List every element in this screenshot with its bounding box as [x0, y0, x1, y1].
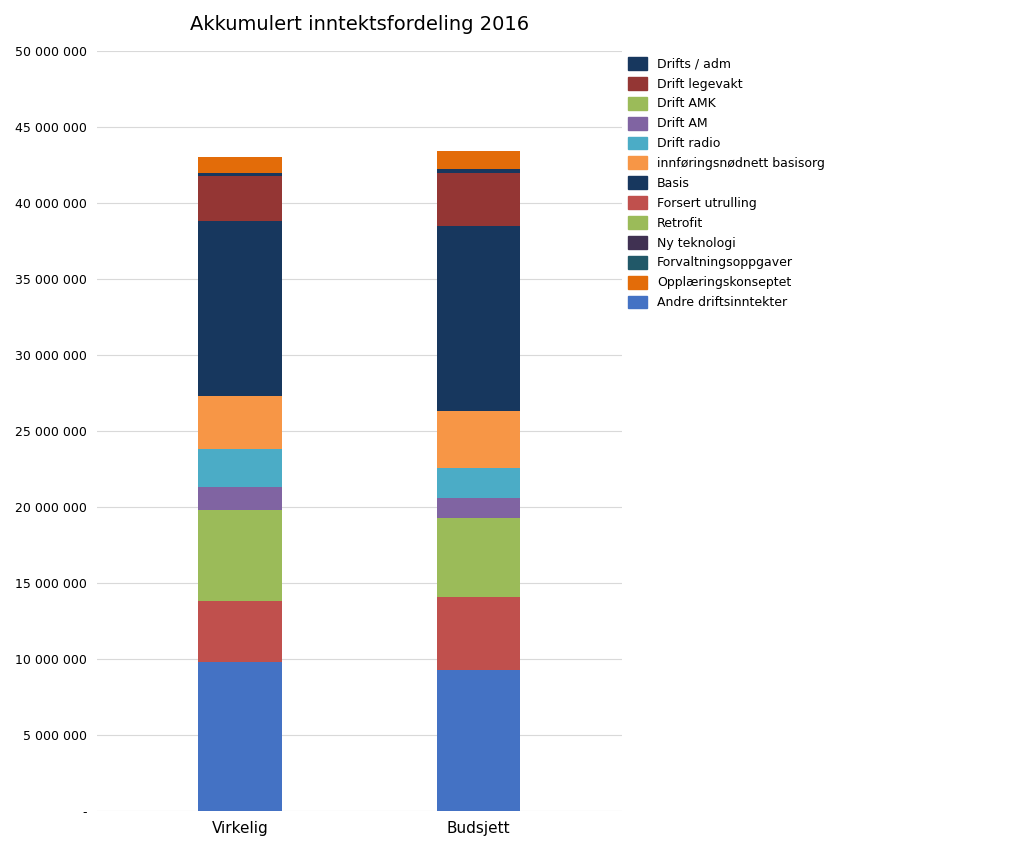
- Legend: Drifts / adm, Drift legevakt, Drift AMK, Drift AM, Drift radio, innføringsnødnet: Drifts / adm, Drift legevakt, Drift AMK,…: [628, 57, 824, 309]
- Bar: [199, 602, 282, 662]
- Bar: [437, 411, 520, 467]
- Bar: [437, 597, 520, 670]
- Bar: [437, 670, 520, 811]
- Bar: [437, 498, 520, 517]
- Bar: [199, 157, 282, 173]
- Bar: [199, 662, 282, 811]
- Bar: [437, 467, 520, 498]
- Bar: [199, 488, 282, 510]
- Title: Akkumulert inntektsfordeling 2016: Akkumulert inntektsfordeling 2016: [189, 15, 528, 34]
- Bar: [199, 221, 282, 396]
- Bar: [199, 396, 282, 449]
- Bar: [437, 517, 520, 597]
- Bar: [437, 169, 520, 173]
- Bar: [199, 175, 282, 221]
- Bar: [199, 449, 282, 488]
- Bar: [199, 510, 282, 602]
- Bar: [199, 173, 282, 175]
- Bar: [437, 173, 520, 226]
- Bar: [437, 226, 520, 411]
- Bar: [437, 151, 520, 169]
